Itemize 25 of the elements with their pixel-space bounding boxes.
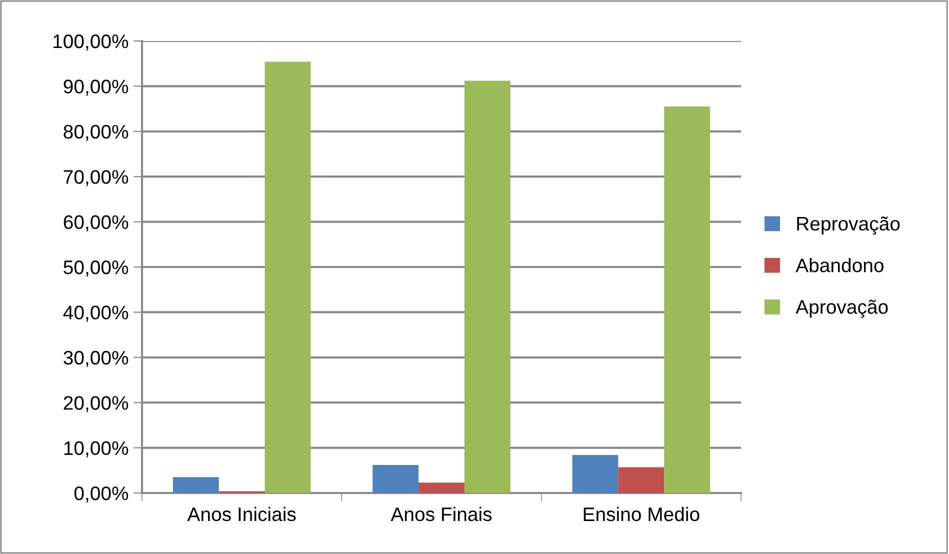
bar bbox=[618, 467, 664, 493]
y-tick-label: 90,00% bbox=[64, 80, 128, 96]
x-tick-label: Anos Iniciais bbox=[187, 506, 296, 522]
y-tick-label: 0,00% bbox=[74, 486, 128, 503]
bar bbox=[572, 455, 618, 493]
legend-label: Abandono bbox=[796, 258, 884, 272]
bar bbox=[464, 80, 510, 493]
bar bbox=[264, 62, 311, 493]
y-tick-label: 40,00% bbox=[63, 306, 128, 322]
y-tick-label: 60,00% bbox=[64, 215, 128, 232]
y-tick-label: 20,00% bbox=[64, 396, 128, 412]
y-tick-label: 70,00% bbox=[64, 170, 128, 186]
y-tick-label: 50,00% bbox=[64, 260, 128, 277]
y-tick-label: 10,00% bbox=[64, 441, 128, 458]
bar bbox=[418, 482, 464, 493]
bar bbox=[664, 106, 710, 493]
y-tick-label: 30,00% bbox=[64, 350, 128, 367]
x-tick-label: Ensino Medio bbox=[584, 506, 700, 522]
y-tick-label: 100,00% bbox=[54, 34, 128, 51]
bar bbox=[372, 464, 419, 493]
bar bbox=[172, 477, 219, 493]
legend-label: Aprovação bbox=[796, 300, 888, 318]
x-tick-label: Anos Finais bbox=[390, 506, 492, 522]
legend-label: Reprovação bbox=[797, 216, 900, 235]
y-tick-label: 80,00% bbox=[64, 124, 128, 141]
